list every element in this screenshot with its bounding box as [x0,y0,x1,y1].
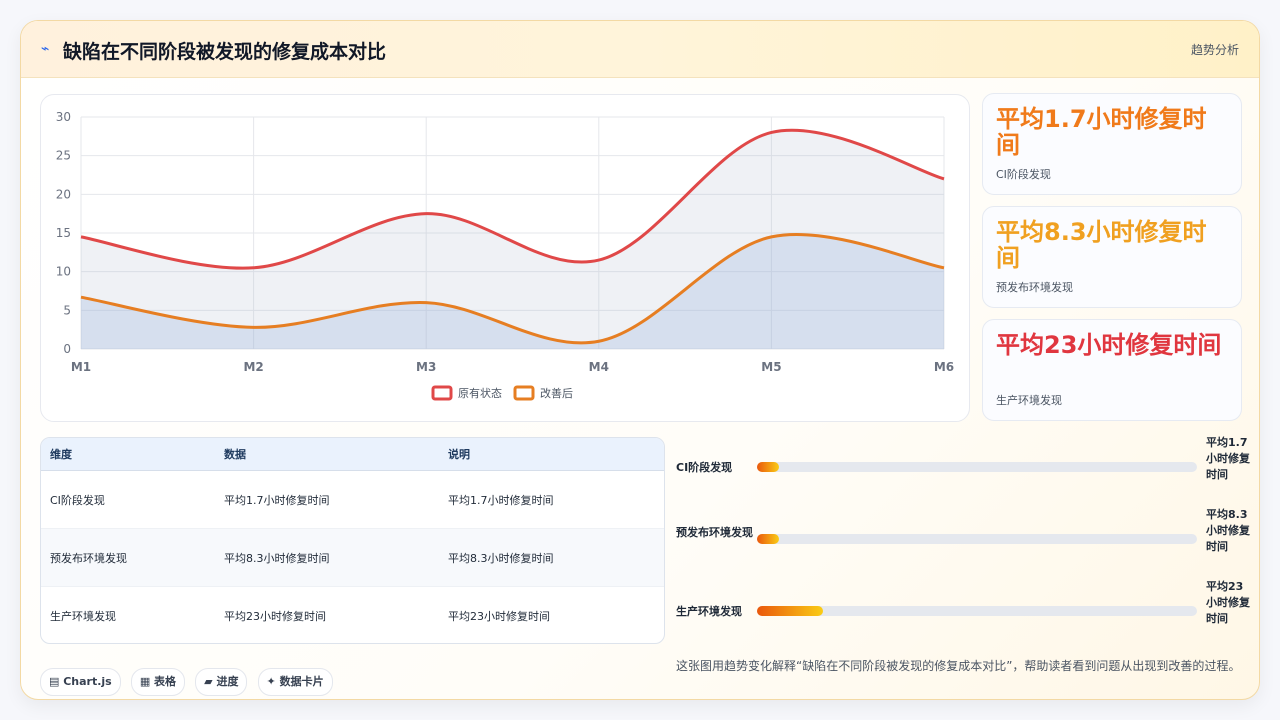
stat-label: 生产环境发现 [996,394,1062,407]
progress-label: CI阶段发现 [676,461,733,474]
line-chart: 0 5 10 15 20 25 30 M1 M2 M3 M4 M5 M6 原有状态 改善后 [40,94,970,422]
table-header-row: 维度 数据 说明 [41,438,664,471]
column-header: 维度 [41,438,215,471]
progress-label: 生产环境发现 [676,605,742,618]
table-cell: 平均1.7小时修复时间 [439,470,664,529]
series-line [80,232,945,345]
series-area [81,234,944,349]
y-tick-label: 0 [63,342,71,356]
x-tick-label: M6 [934,360,954,374]
card-header: ⌁ 缺陷在不同阶段被发现的修复成本对比 趋势分析 [21,21,1259,78]
progress-fill [757,606,823,616]
chip-chartjs[interactable]: ▤ Chart.js [40,668,121,696]
table-cell: 平均8.3小时修复时间 [439,528,664,587]
progress-list: CI阶段发现 平均1.7小时修复时间 预发布环境发现 平均8.3小时修复时间 生… [676,435,1250,655]
x-tick-label: M5 [761,360,781,374]
table-row: CI阶段发现 平均1.7小时修复时间 平均1.7小时修复时间 [41,470,664,529]
progress-fill [757,534,779,544]
stat-card-staging: 平均8.3小时修复时间 预发布环境发现 [982,206,1242,308]
chip-table[interactable]: ▦ 表格 [130,668,186,696]
chip-progress[interactable]: ▰ 进度 [195,668,248,696]
table-cell: 平均1.7小时修复时间 [215,470,439,529]
column-header: 数据 [215,438,439,471]
progress-row: CI阶段发现 平均1.7小时修复时间 [676,435,1250,495]
x-tick-label: M4 [589,360,609,374]
table-cell: 预发布环境发现 [41,528,215,587]
legend-swatch [513,385,535,401]
trend-tag: 趋势分析 [1190,43,1239,57]
table-cell: 生产环境发现 [41,586,215,643]
y-tick-label: 20 [56,187,71,201]
progress-track [757,606,1197,616]
tech-chips: ▤ Chart.js ▦ 表格 ▰ 进度 ✦ 数据卡片 [40,668,338,696]
x-tick-label: M3 [416,360,436,374]
progress-label: 预发布环境发现 [676,526,753,539]
legend-swatch [431,385,453,401]
y-tick-label: 5 [63,303,71,317]
pulse-icon: ⌁ [41,41,50,57]
stat-card-production: 平均23小时修复时间 生产环境发现 [982,319,1242,421]
y-tick-label: 30 [56,110,71,124]
progress-row: 预发布环境发现 平均8.3小时修复时间 [676,507,1250,567]
legend-label: 改善后 [540,386,573,400]
column-header: 说明 [439,438,664,471]
chart-svg: 0 5 10 15 20 25 30 M1 M2 M3 M4 M5 M6 原有状态 改善后 [56,110,954,401]
progress-value: 平均23小时修复时间 [1206,580,1250,625]
table-cell: 平均23小时修复时间 [215,586,439,643]
y-tick-label: 15 [56,226,71,240]
y-tick-label: 10 [56,265,71,279]
stat-card-ci: 平均1.7小时修复时间 CI阶段发现 [982,93,1242,195]
table-cell: 平均23小时修复时间 [439,586,664,643]
description-note: 这张图用趋势变化解释“缺陷在不同阶段被发现的修复成本对比”，帮助读者看到问题从出… [676,659,1241,673]
legend-label: 原有状态 [458,386,502,400]
x-tick-label: M1 [71,360,91,374]
progress-fill [757,462,779,472]
table-cell: 平均8.3小时修复时间 [215,528,439,587]
table-row: 生产环境发现 平均23小时修复时间 平均23小时修复时间 [41,586,664,643]
series-area [81,130,944,349]
progress-track [757,462,1197,472]
table-row: 预发布环境发现 平均8.3小时修复时间 平均8.3小时修复时间 [41,528,664,587]
stat-label: CI阶段发现 [996,168,1051,181]
stat-value: 平均23小时修复时间 [996,331,1222,359]
progress-row: 生产环境发现 平均23小时修复时间 [676,579,1250,639]
progress-track [757,534,1197,544]
progress-value: 平均1.7小时修复时间 [1206,436,1250,481]
series-line [80,128,945,270]
page-title: 缺陷在不同阶段被发现的修复成本对比 [63,41,387,63]
y-tick-label: 25 [56,149,71,163]
stat-value: 平均1.7小时修复时间 [996,105,1207,159]
stat-label: 预发布环境发现 [996,281,1073,294]
progress-value: 平均8.3小时修复时间 [1206,508,1250,553]
chip-data-cards[interactable]: ✦ 数据卡片 [257,668,333,696]
data-table: 维度 数据 说明 CI阶段发现 平均1.7小时修复时间 平均1.7小时修复时间 … [40,437,665,644]
stat-value: 平均8.3小时修复时间 [996,218,1207,272]
x-tick-label: M2 [243,360,263,374]
report-card: ⌁ 缺陷在不同阶段被发现的修复成本对比 趋势分析 0 5 10 15 20 25 30 M1 M… [20,20,1260,700]
table-cell: CI阶段发现 [41,470,215,529]
